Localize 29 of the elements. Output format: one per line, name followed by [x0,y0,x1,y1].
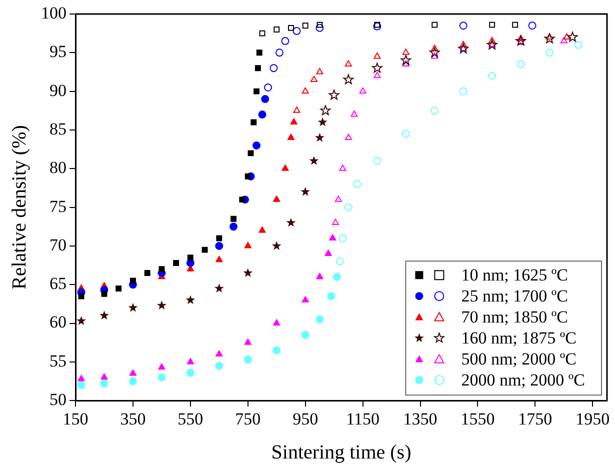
x-tick-label: 750 [235,409,261,428]
legend-label: 160 nm; 1875 ºC [461,328,577,348]
x-tick-label: 1550 [460,409,495,428]
y-tick-label: 85 [50,119,66,138]
y-tick-label: 70 [50,235,66,254]
y-axis-title: Relative density (%) [8,125,30,290]
y-tick-label: 55 [50,351,66,370]
y-tick-label: 60 [50,312,66,332]
y-tick-label: 50 [50,390,66,410]
y-tick-label: 90 [50,80,66,100]
legend-label: 500 nm; 2000 ºC [461,350,577,369]
x-tick-label: 550 [178,409,204,428]
x-tick-label: 1150 [346,409,380,428]
legend-label: 2000 nm; 2000 ºC [461,370,586,390]
x-axis-title: Sintering time (s) [271,441,412,464]
y-tick-label: 65 [50,274,66,294]
legend-label: 10 nm; 1625 ºC [461,266,568,285]
legend-label: 25 nm; 1700 ºC [461,286,568,306]
x-tick-label: 150 [62,409,88,428]
y-tick-label: 80 [50,158,66,178]
x-tick-label: 1750 [518,409,552,428]
y-tick-label: 95 [50,42,66,62]
y-tick-label: 100 [41,3,66,22]
x-tick-label: 950 [292,409,318,428]
x-tick-label: 1350 [403,409,438,428]
x-tick-label: 350 [120,409,146,428]
x-tick-label: 1950 [576,409,610,428]
legend-label: 70 nm; 1850 ºC [461,308,568,327]
y-tick-label: 75 [50,196,66,216]
